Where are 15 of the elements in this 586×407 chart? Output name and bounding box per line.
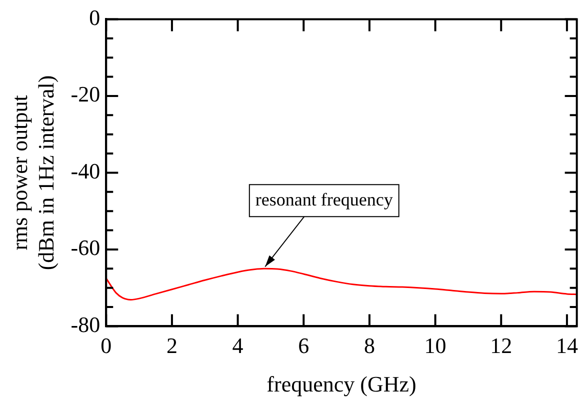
y-tick-label: -60 [70,235,100,260]
y-axis-title: rms power output (dBm in 1Hz interval) [6,75,58,270]
x-tick-label: 10 [424,333,446,358]
y-tick-label: -20 [70,82,100,107]
y-tick-label: -80 [70,312,100,337]
x-tick-label: 6 [298,333,310,358]
y-tick-label: -40 [70,158,100,184]
x-tick-label: 8 [364,333,375,358]
x-axis-title: frequency (GHz) [266,372,416,397]
x-tick-label: 2 [166,333,178,358]
x-tick-label: 14 [556,333,578,358]
x-tick-label: 4 [232,333,244,358]
y-tick-label: 0 [89,4,100,30]
x-tick-label: 12 [490,333,512,358]
annotation: resonant frequency [255,189,393,210]
